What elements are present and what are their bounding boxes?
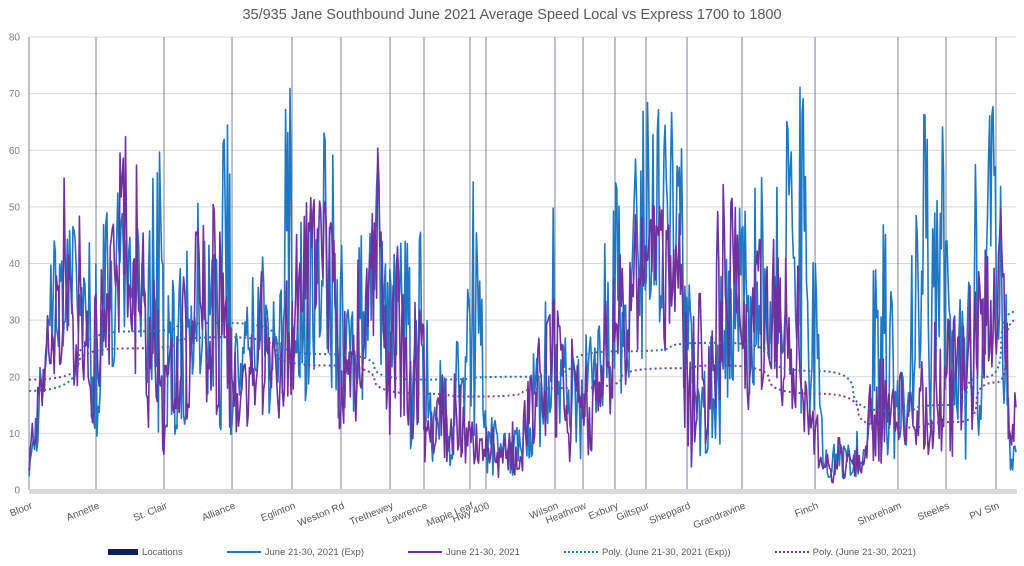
location-label: St. Clair [132, 500, 170, 524]
local-swatch [408, 551, 442, 553]
y-tick-label: 30 [9, 316, 21, 327]
legend-label: June 21-30, 2021 [446, 546, 520, 558]
legend-item-local-trend[interactable]: Poly. (June 21-30, 2021) [774, 546, 916, 558]
y-tick-label: 60 [9, 146, 21, 157]
y-axis-ticks: 0 10 20 30 40 50 60 70 80 [9, 33, 21, 497]
legend-item-locations[interactable]: Locations [108, 547, 183, 558]
series-lines [28, 86, 1017, 484]
location-label: Exbury [587, 501, 620, 523]
location-label: PV Stn [968, 501, 1001, 523]
legend: Locations June 21-30, 2021 (Exp) June 21… [0, 544, 1024, 560]
legend-label: Poly. (June 21-30, 2021 (Exp)) [601, 546, 731, 558]
express-trend-swatch [563, 551, 598, 553]
location-label: Bloor [8, 500, 34, 519]
x-axis [29, 489, 1017, 494]
location-label: Shoreham [856, 501, 903, 528]
y-tick-label: 0 [14, 486, 20, 497]
legend-label: June 21-30, 2021 (Exp) [264, 546, 364, 558]
y-tick-label: 20 [9, 372, 21, 383]
location-label: Alliance [201, 500, 238, 523]
y-tick-label: 80 [9, 33, 21, 44]
location-label: Steeles [916, 501, 951, 524]
location-label: Annette [65, 500, 101, 523]
locations-swatch [108, 549, 139, 555]
chart-title: 35/935 Jane Southbound June 2021 Average… [242, 7, 782, 23]
y-tick-label: 50 [9, 202, 21, 213]
location-label: Finch [793, 501, 820, 520]
trend-line-local [28, 319, 1017, 429]
express-swatch [226, 551, 261, 553]
location-label: Sheppard [648, 501, 692, 527]
x-axis-labels: Bloor Annette St. Clair Alliance Eglinton Wes… [8, 500, 1001, 531]
y-tick-label: 70 [9, 89, 21, 100]
legend-item-express[interactable]: June 21-30, 2021 (Exp) [226, 546, 364, 558]
legend-label: Locations [142, 546, 183, 558]
location-label: Giltspur [615, 500, 652, 523]
legend-item-local[interactable]: June 21-30, 2021 [408, 547, 520, 558]
location-label: Eglinton [260, 501, 298, 525]
location-label: Weston Rd [296, 501, 346, 530]
y-tick-label: 40 [9, 259, 21, 270]
location-label: Grandravine [692, 500, 748, 531]
series-line-local [28, 136, 1017, 484]
trend-lines [28, 310, 1017, 429]
trend-line-express [28, 310, 1017, 412]
legend-item-express-trend[interactable]: Poly. (June 21-30, 2021 (Exp)) [563, 546, 731, 558]
local-trend-swatch [774, 551, 809, 553]
y-tick-label: 10 [9, 429, 21, 440]
legend-label: Poly. (June 21-30, 2021) [812, 546, 916, 558]
